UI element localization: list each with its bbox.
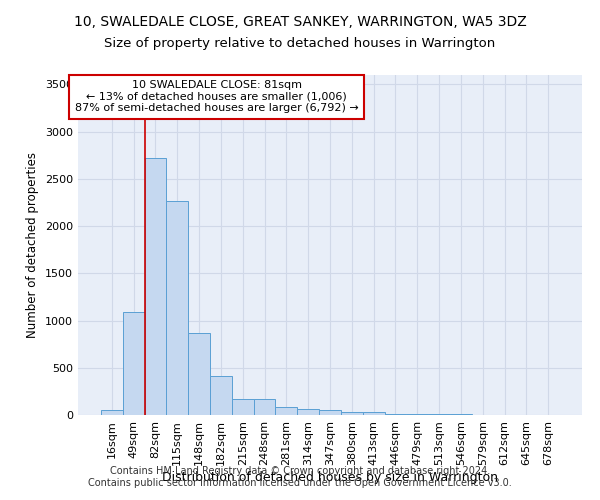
Text: 10 SWALEDALE CLOSE: 81sqm
← 13% of detached houses are smaller (1,006)
87% of se: 10 SWALEDALE CLOSE: 81sqm ← 13% of detac… [75, 80, 358, 114]
Bar [123, 312, 145, 415]
Bar [297, 410, 319, 415]
Bar [188, 333, 210, 415]
Bar [210, 376, 232, 415]
Bar [232, 399, 254, 415]
Bar [363, 412, 385, 415]
Bar [406, 414, 428, 415]
Bar [275, 406, 297, 415]
Text: Contains HM Land Registry data © Crown copyright and database right 2024.
Contai: Contains HM Land Registry data © Crown c… [88, 466, 512, 487]
Bar [341, 412, 363, 415]
Bar [450, 414, 472, 415]
Bar [254, 400, 275, 415]
Bar [385, 414, 406, 415]
Text: 10, SWALEDALE CLOSE, GREAT SANKEY, WARRINGTON, WA5 3DZ: 10, SWALEDALE CLOSE, GREAT SANKEY, WARRI… [74, 15, 526, 29]
X-axis label: Distribution of detached houses by size in Warrington: Distribution of detached houses by size … [162, 470, 498, 484]
Bar [166, 200, 188, 415]
Text: Size of property relative to detached houses in Warrington: Size of property relative to detached ho… [104, 38, 496, 51]
Bar [101, 410, 123, 415]
Y-axis label: Number of detached properties: Number of detached properties [26, 152, 40, 338]
Bar [319, 410, 341, 415]
Bar [428, 414, 450, 415]
Bar [145, 158, 166, 415]
